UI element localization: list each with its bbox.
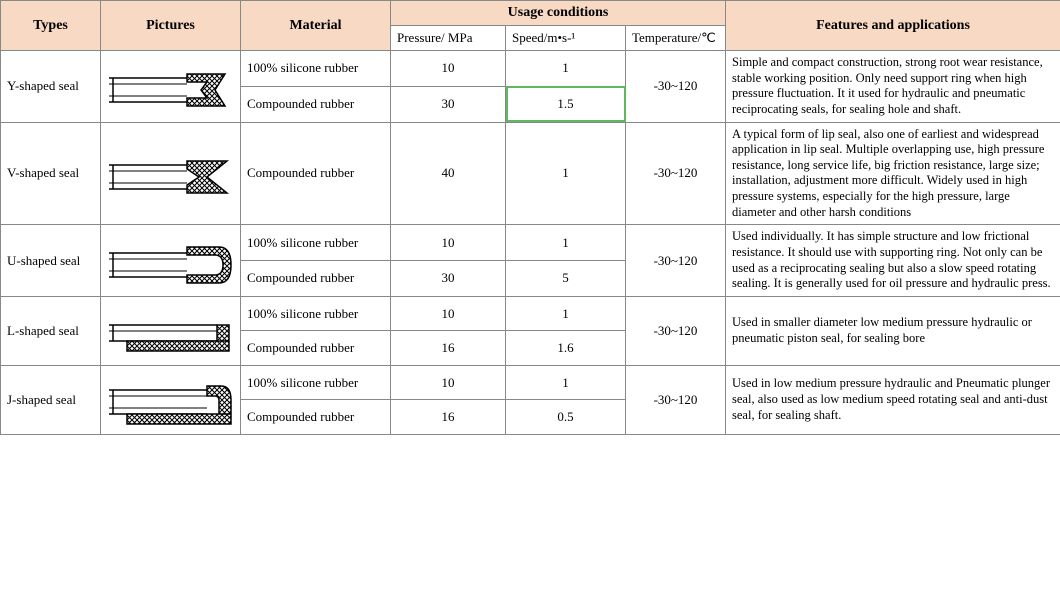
temperature-cell: -30~120 xyxy=(626,225,726,297)
type-cell: L-shaped seal xyxy=(1,296,101,365)
pressure-cell: 10 xyxy=(391,51,506,87)
type-cell: J-shaped seal xyxy=(1,365,101,434)
picture-cell xyxy=(101,51,241,123)
material-cell: Compounded rubber xyxy=(241,400,391,435)
temperature-cell: -30~120 xyxy=(626,51,726,123)
header-features: Features and applications xyxy=(726,1,1060,51)
header-temperature: Temperature/℃ xyxy=(626,26,726,51)
header-speed: Speed/m•s-¹ xyxy=(506,26,626,51)
seal-diagram-icon xyxy=(107,301,234,361)
picture-cell xyxy=(101,296,241,365)
header-pictures: Pictures xyxy=(101,1,241,51)
pressure-cell: 10 xyxy=(391,225,506,261)
material-cell: Compounded rubber xyxy=(241,122,391,225)
type-cell: Y-shaped seal xyxy=(1,51,101,123)
temperature-cell: -30~120 xyxy=(626,122,726,225)
seal-diagram-icon xyxy=(107,56,234,116)
material-cell: 100% silicone rubber xyxy=(241,225,391,261)
material-cell: 100% silicone rubber xyxy=(241,51,391,87)
picture-cell xyxy=(101,225,241,297)
features-cell: A typical form of lip seal, also one of … xyxy=(726,122,1060,225)
seal-diagram-icon xyxy=(107,231,234,291)
material-cell: 100% silicone rubber xyxy=(241,296,391,331)
pressure-cell: 40 xyxy=(391,122,506,225)
seal-table: Types Pictures Material Usage conditions… xyxy=(0,0,1060,435)
features-cell: Used in low medium pressure hydraulic an… xyxy=(726,365,1060,434)
header-types: Types xyxy=(1,1,101,51)
type-cell: V-shaped seal xyxy=(1,122,101,225)
material-cell: Compounded rubber xyxy=(241,86,391,122)
seal-diagram-icon xyxy=(107,143,234,203)
material-cell: Compounded rubber xyxy=(241,261,391,297)
type-cell: U-shaped seal xyxy=(1,225,101,297)
material-cell: Compounded rubber xyxy=(241,331,391,366)
speed-cell: 1.6 xyxy=(506,331,626,366)
speed-cell: 5 xyxy=(506,261,626,297)
table-row: U-shaped seal100% silicone rubber101-30~… xyxy=(1,225,1060,261)
speed-cell: 1 xyxy=(506,122,626,225)
speed-cell: 1 xyxy=(506,225,626,261)
pressure-cell: 10 xyxy=(391,365,506,400)
pressure-cell: 16 xyxy=(391,400,506,435)
table-row: Y-shaped seal100% silicone rubber101-30~… xyxy=(1,51,1060,87)
header-material: Material xyxy=(241,1,391,51)
features-cell: Used in smaller diameter low medium pres… xyxy=(726,296,1060,365)
speed-cell: 1 xyxy=(506,296,626,331)
pressure-cell: 10 xyxy=(391,296,506,331)
pressure-cell: 30 xyxy=(391,86,506,122)
speed-cell: 1 xyxy=(506,51,626,87)
pressure-cell: 16 xyxy=(391,331,506,366)
speed-cell: 1 xyxy=(506,365,626,400)
pressure-cell: 30 xyxy=(391,261,506,297)
seal-diagram-icon xyxy=(107,370,234,430)
table-row: V-shaped seal Compounded rubber401-30~120… xyxy=(1,122,1060,225)
table-row: J-shaped seal100% silicone rubber101-30~… xyxy=(1,365,1060,400)
temperature-cell: -30~120 xyxy=(626,296,726,365)
features-cell: Simple and compact construction, strong … xyxy=(726,51,1060,123)
header-pressure: Pressure/ MPa xyxy=(391,26,506,51)
material-cell: 100% silicone rubber xyxy=(241,365,391,400)
picture-cell xyxy=(101,122,241,225)
temperature-cell: -30~120 xyxy=(626,365,726,434)
speed-cell: 0.5 xyxy=(506,400,626,435)
features-cell: Used individually. It has simple structu… xyxy=(726,225,1060,297)
table-row: L-shaped seal100% silicone rubber101-30~… xyxy=(1,296,1060,331)
header-usage: Usage conditions xyxy=(391,1,726,26)
picture-cell xyxy=(101,365,241,434)
speed-cell: 1.5 xyxy=(506,86,626,122)
